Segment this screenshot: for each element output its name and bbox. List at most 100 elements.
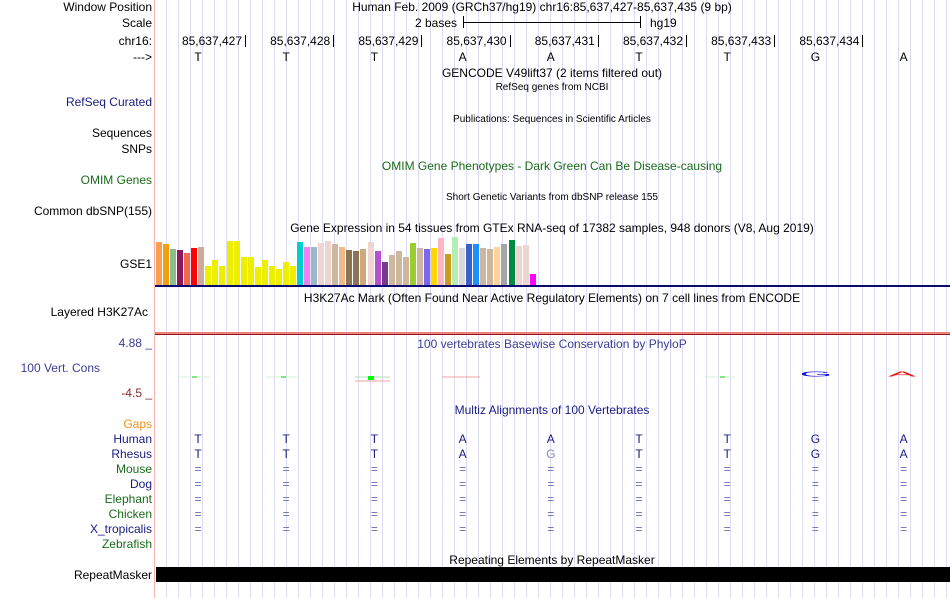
label-layered-h3k27ac[interactable]: Layered H3K27Ac — [50, 305, 148, 319]
species-label-human[interactable]: Human — [113, 432, 152, 446]
gtex-bar[interactable] — [332, 244, 339, 285]
label-repeatmasker[interactable]: RepeatMasker — [73, 568, 152, 582]
phylop-graph[interactable]: G A — [0, 360, 950, 390]
gtex-bar[interactable] — [240, 257, 247, 285]
label-100-vert-cons[interactable]: 100 Vert. Cons — [20, 361, 100, 375]
gtex-bar[interactable] — [381, 262, 388, 285]
gtex-bar[interactable] — [297, 242, 303, 285]
species-label-elephant[interactable]: Elephant — [104, 492, 152, 506]
label-common-dbsnp[interactable]: Common dbSNP(155) — [33, 204, 152, 218]
sequence-base: A — [899, 50, 908, 64]
gtex-bar[interactable] — [219, 266, 226, 285]
alignment-base: = — [282, 507, 290, 521]
alignment-base: A — [546, 432, 555, 446]
label-snps[interactable]: SNPs — [121, 142, 152, 156]
gtex-bar[interactable] — [191, 248, 198, 285]
short-variants-title: Short Genetic Variants from dbSNP releas… — [446, 192, 658, 203]
label-divider — [154, 0, 155, 598]
species-label-zebrafish[interactable]: Zebrafish — [101, 537, 152, 551]
gtex-bar[interactable] — [156, 242, 162, 285]
alignment-base: T — [370, 432, 379, 446]
species-label-x_tropicalis[interactable]: X_tropicalis — [89, 522, 152, 536]
gtex-bar[interactable] — [360, 249, 367, 285]
species-label-mouse[interactable]: Mouse — [115, 462, 152, 476]
phylop-title: 100 vertebrates Basewise Conservation by… — [417, 337, 687, 351]
gtex-bar[interactable] — [177, 250, 184, 285]
gtex-bar[interactable] — [374, 251, 381, 285]
gtex-bar[interactable] — [501, 244, 508, 285]
gencode-title[interactable]: GENCODE V49lift37 (2 items filtered out) — [441, 66, 663, 80]
alignment-base: = — [723, 522, 731, 536]
gtex-bar[interactable] — [522, 245, 529, 285]
alignment-base: A — [899, 432, 908, 446]
gtex-bar[interactable] — [261, 260, 268, 285]
repeatmasker-bar[interactable] — [156, 567, 950, 582]
gtex-baseline — [155, 285, 950, 287]
gtex-bar[interactable] — [205, 266, 212, 285]
alignment-base: A — [458, 432, 467, 446]
gtex-bar[interactable] — [233, 241, 240, 285]
label-gaps: Gaps — [123, 417, 152, 431]
gtex-bar[interactable] — [367, 242, 374, 285]
alignment-base: = — [194, 522, 202, 536]
gtex-bar[interactable] — [282, 262, 289, 285]
label-sequences[interactable]: Sequences — [91, 126, 152, 140]
gtex-bar[interactable] — [529, 274, 536, 285]
gtex-bar[interactable] — [184, 253, 191, 285]
label-refseq[interactable]: RefSeq Curated — [65, 95, 152, 109]
gtex-bar[interactable] — [226, 241, 233, 285]
alignment-base: T — [723, 447, 731, 461]
gtex-bar[interactable] — [275, 269, 282, 285]
gtex-bar[interactable] — [452, 237, 459, 285]
gtex-bar[interactable] — [388, 255, 395, 285]
alignment-base: = — [194, 492, 202, 506]
alignment-base: = — [900, 477, 908, 491]
publications-title: Publications: Sequences in Scientific Ar… — [453, 114, 651, 125]
gtex-bar[interactable] — [423, 249, 430, 285]
gtex-bar[interactable] — [487, 249, 494, 285]
species-label-dog[interactable]: Dog — [129, 477, 152, 491]
gtex-bar[interactable] — [473, 244, 480, 285]
alignment-base: T — [194, 432, 202, 446]
gtex-bar[interactable] — [409, 243, 416, 285]
gtex-bar[interactable] — [289, 266, 296, 285]
gtex-bar[interactable] — [395, 251, 402, 285]
gtex-bar[interactable] — [163, 244, 170, 285]
species-label-rhesus[interactable]: Rhesus — [111, 447, 152, 461]
gtex-bar[interactable] — [247, 257, 254, 285]
gtex-bar[interactable] — [198, 247, 205, 285]
gtex-bar[interactable] — [304, 247, 311, 285]
gtex-bar[interactable] — [268, 266, 275, 285]
species-label-chicken[interactable]: Chicken — [108, 507, 152, 521]
gtex-bar[interactable] — [353, 251, 360, 285]
gtex-bar[interactable] — [212, 260, 219, 285]
gtex-bar[interactable] — [346, 250, 353, 285]
gtex-bar[interactable] — [445, 254, 452, 285]
label-omim-genes[interactable]: OMIM Genes — [80, 173, 152, 187]
gtex-bar[interactable] — [339, 247, 346, 285]
gtex-bar[interactable] — [402, 257, 409, 285]
alignment-base: = — [900, 507, 908, 521]
gtex-bar[interactable] — [480, 248, 487, 285]
alignment-base: = — [635, 492, 643, 506]
gtex-bar[interactable] — [466, 244, 473, 285]
label-gse1[interactable]: GSE1 — [119, 257, 152, 271]
gtex-bar[interactable] — [515, 246, 522, 285]
gtex-bar[interactable] — [318, 243, 325, 285]
scale-db: hg19 — [650, 16, 677, 30]
alignment-base: = — [723, 507, 731, 521]
gtex-bar[interactable] — [170, 249, 177, 285]
gtex-bar[interactable] — [459, 248, 466, 285]
gtex-bar[interactable] — [494, 247, 501, 285]
gtex-bar-chart[interactable] — [155, 236, 950, 286]
gtex-bar[interactable] — [508, 240, 515, 285]
gtex-bar[interactable] — [325, 241, 332, 285]
gtex-bar[interactable] — [311, 247, 318, 285]
alignment-base: = — [282, 522, 290, 536]
alignment-base: = — [459, 522, 467, 536]
gtex-bar[interactable] — [254, 267, 261, 285]
gtex-bar[interactable] — [430, 248, 437, 285]
gtex-bar[interactable] — [438, 238, 444, 285]
gtex-bar[interactable] — [416, 248, 423, 285]
